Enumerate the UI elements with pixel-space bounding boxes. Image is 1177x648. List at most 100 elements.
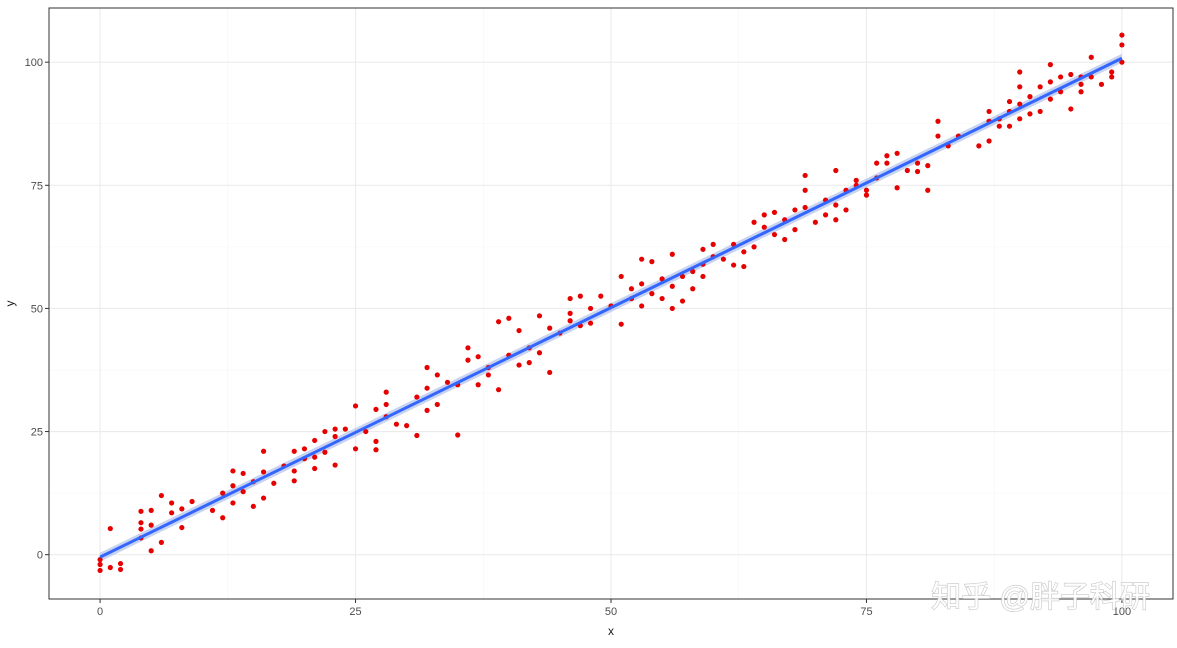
x-tick-label-0: 0: [97, 606, 103, 618]
data-point-156: [894, 150, 900, 156]
data-point-0: [97, 567, 103, 574]
data-point-155: [884, 160, 890, 166]
data-point-96: [587, 320, 594, 326]
data-point-111: [669, 283, 675, 289]
data-point-147: [843, 207, 849, 213]
data-point-175: [1006, 123, 1013, 129]
data-point-197: [1109, 69, 1115, 75]
data-point-15: [158, 539, 164, 545]
x-tick-label-3: 75: [860, 606, 872, 618]
data-point-25: [230, 483, 236, 489]
data-point-54: [373, 438, 379, 444]
data-point-33: [260, 495, 267, 501]
data-point-26: [230, 500, 236, 506]
data-point-23: [220, 515, 226, 521]
y-axis-ticks: 0 25 50 75 100: [25, 57, 49, 562]
data-point-159: [914, 160, 921, 166]
data-point-42: [312, 454, 318, 460]
data-point-18: [179, 506, 185, 512]
data-point-31: [260, 448, 267, 454]
data-point-87: [547, 325, 553, 331]
data-point-126: [741, 263, 747, 270]
data-point-120: [710, 241, 716, 247]
data-point-70: [455, 432, 461, 438]
data-point-189: [1068, 71, 1074, 78]
data-point-72: [465, 357, 471, 363]
data-point-130: [761, 224, 767, 230]
data-point-172: [996, 123, 1002, 129]
data-point-95: [587, 305, 594, 312]
data-point-61: [414, 394, 420, 400]
data-point-4: [107, 564, 113, 571]
data-point-48: [332, 462, 338, 468]
data-point-117: [700, 246, 706, 252]
data-point-184: [1047, 62, 1053, 68]
data-point-10: [138, 526, 144, 532]
data-point-73: [475, 354, 481, 360]
data-point-142: [822, 212, 829, 218]
data-point-103: [639, 256, 645, 262]
data-point-91: [567, 310, 573, 316]
data-point-116: [690, 286, 696, 292]
data-point-119: [700, 273, 706, 280]
data-point-1: [97, 561, 103, 568]
data-point-108: [659, 276, 665, 282]
data-point-194: [1088, 54, 1094, 60]
data-point-154: [884, 153, 890, 159]
data-point-3: [107, 525, 113, 532]
data-point-135: [792, 207, 798, 213]
data-point-14: [158, 492, 164, 499]
data-point-38: [291, 478, 297, 484]
data-point-37: [291, 468, 297, 474]
data-point-177: [1017, 84, 1023, 90]
data-point-92: [567, 318, 573, 324]
data-point-28: [240, 489, 246, 495]
data-point-195: [1088, 74, 1094, 80]
data-point-178: [1017, 101, 1023, 107]
data-point-132: [771, 231, 778, 238]
data-point-77: [496, 319, 502, 325]
data-point-143: [833, 167, 839, 174]
data-point-180: [1027, 94, 1033, 100]
data-point-137: [802, 172, 808, 179]
data-point-79: [506, 315, 512, 321]
fit-line: [99, 56, 1123, 559]
data-point-186: [1047, 96, 1053, 102]
data-point-150: [863, 187, 870, 193]
data-point-168: [986, 108, 992, 115]
data-point-68: [444, 379, 451, 385]
data-point-163: [935, 118, 941, 124]
data-point-57: [383, 401, 389, 408]
data-point-50: [352, 403, 359, 409]
data-point-183: [1037, 108, 1043, 115]
data-point-2: [97, 557, 103, 563]
data-point-109: [659, 295, 665, 302]
y-tick-label-4: 100: [25, 57, 43, 69]
data-point-46: [332, 426, 338, 432]
data-point-105: [639, 303, 645, 309]
y-axis-title: y: [3, 301, 17, 307]
data-point-60: [404, 423, 410, 429]
data-point-110: [669, 251, 675, 257]
data-point-82: [516, 362, 522, 368]
data-point-173: [1006, 98, 1013, 105]
data-point-140: [812, 219, 818, 225]
data-point-114: [679, 298, 686, 304]
data-point-139: [802, 204, 808, 211]
data-point-36: [291, 448, 297, 454]
data-point-49: [342, 426, 348, 432]
watermark: 知乎 @胖子科研: [931, 581, 1150, 614]
data-point-199: [1119, 32, 1125, 38]
data-point-24: [230, 468, 236, 474]
x-axis-ticks: 0 25 50 75 100: [97, 599, 1131, 618]
data-point-74: [475, 382, 481, 388]
x-tick-label-4: 100: [1113, 606, 1131, 618]
y-tick-label-1: 25: [31, 427, 43, 439]
data-point-13: [148, 548, 154, 554]
data-point-39: [301, 446, 308, 452]
data-point-8: [138, 520, 144, 526]
data-point-131: [771, 209, 778, 215]
data-point-27: [240, 470, 246, 477]
data-point-179: [1017, 116, 1023, 122]
